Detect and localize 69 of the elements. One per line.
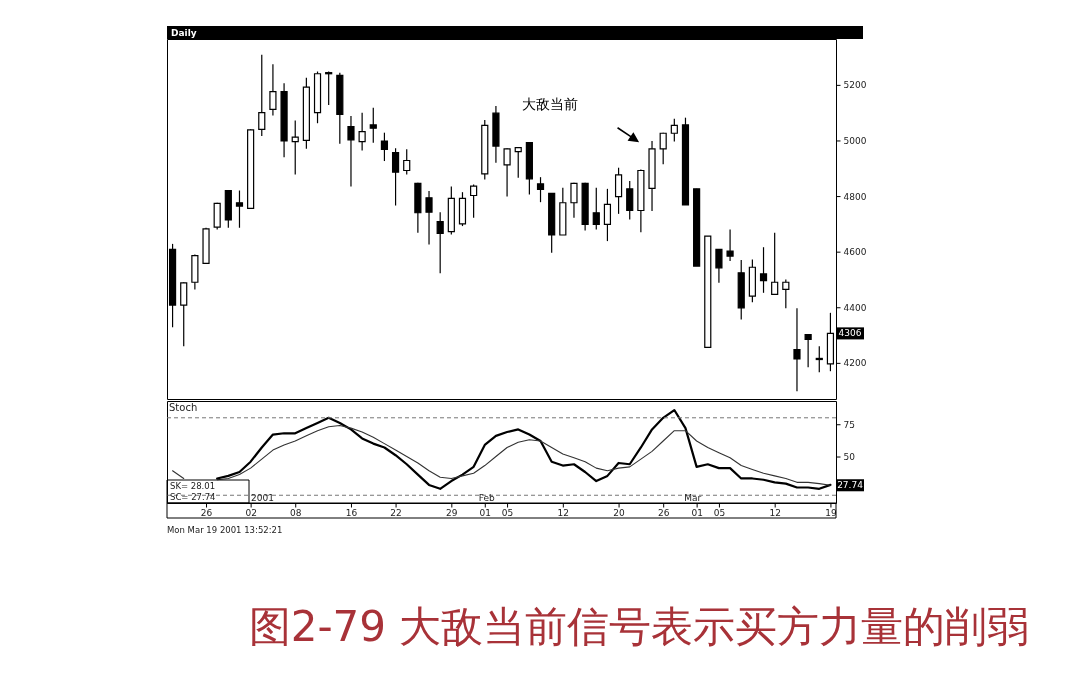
y-tick-label: 4400: [843, 302, 867, 313]
text: Mon Mar 19 2001 13:52:21: [167, 525, 283, 535]
candlestick: [614, 167, 623, 215]
candlestick: [358, 112, 366, 152]
x-tick-label: 12: [557, 507, 570, 518]
candlestick: [514, 146, 522, 179]
x-tick-label: 29: [446, 507, 458, 518]
annotation: 2001: [251, 493, 274, 503]
candlestick: [759, 246, 768, 294]
y-tick-label: 75: [843, 419, 855, 430]
candlestick: [603, 188, 612, 242]
candlestick: [659, 132, 667, 165]
y-tick-label: 4200: [843, 358, 867, 369]
candlestick: [235, 189, 244, 229]
caption: 图2-79 大敌当前信号表示买方力量的削弱: [248, 602, 1030, 651]
candlestick: [626, 180, 634, 221]
candlestick: [391, 147, 400, 207]
chart-title: Daily: [171, 27, 197, 38]
candlestick: [291, 119, 299, 175]
chart-title: Stoch: [169, 402, 198, 413]
candlestick: [436, 211, 444, 274]
candlestick: [715, 248, 723, 284]
annotation: 27.74: [837, 480, 864, 491]
candlestick: [258, 54, 266, 137]
x-tick-label: 16: [345, 507, 358, 518]
annotation: Mar: [684, 493, 702, 503]
x-tick-label: 26: [200, 507, 213, 518]
annotation: Feb: [478, 493, 495, 503]
candlestick: [425, 190, 433, 246]
x-tick-label: 05: [501, 507, 514, 518]
candlestick: [325, 70, 333, 106]
candlestick: [213, 202, 221, 231]
candlestick: [782, 278, 790, 309]
x-tick-label: 01: [479, 507, 491, 518]
candlestick: [771, 232, 779, 296]
x-tick-label: 08: [290, 507, 302, 518]
x-tick-label: 12: [769, 507, 781, 518]
y-tick-label: 5000: [843, 135, 867, 146]
candlestick: [470, 183, 478, 219]
candlestick: [726, 228, 734, 262]
candlestick: [536, 176, 545, 203]
candlestick: [503, 147, 511, 198]
annotation: SK= 28.01: [170, 481, 216, 491]
x-tick-label: 02: [245, 507, 257, 518]
annotation: 大敌当前: [522, 96, 579, 112]
x-tick-label: 22: [390, 507, 402, 518]
candlestick: [403, 148, 411, 175]
x-tick-label: 26: [657, 507, 670, 518]
x-tick-label: 19: [825, 507, 837, 518]
x-tick-label: 01: [691, 507, 703, 518]
annotation: SC= 27.74: [170, 492, 216, 502]
candlestick: [815, 345, 823, 373]
candlestick: [347, 115, 355, 188]
candlestick: [369, 107, 377, 144]
y-tick-label: 4600: [843, 247, 867, 258]
candlestick: [804, 333, 812, 368]
candlestick: [592, 187, 600, 231]
x-tick-label: 05: [713, 507, 726, 518]
candlestick: [793, 307, 801, 392]
x-tick-label: 20: [613, 507, 626, 518]
candlestick: [380, 132, 389, 162]
annotation: 4306: [838, 328, 862, 339]
candlestick: [269, 63, 277, 117]
y-tick-label: 4800: [843, 191, 867, 202]
candlestick: [670, 118, 678, 143]
y-tick-label: 50: [843, 452, 856, 463]
y-tick-label: 5200: [843, 80, 867, 91]
candlestick: [180, 281, 188, 347]
candlestick: [570, 182, 578, 219]
